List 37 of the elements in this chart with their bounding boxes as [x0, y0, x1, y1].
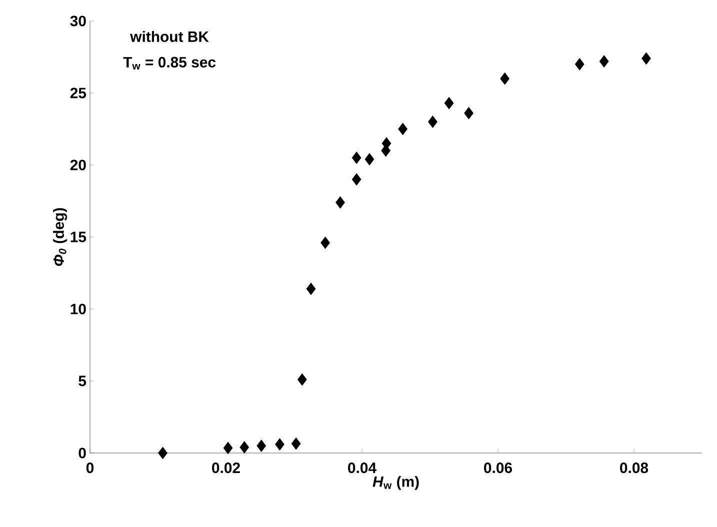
- x-tick-label: 0.08: [620, 462, 648, 474]
- point: [444, 96, 454, 110]
- x-tick-label: 0.04: [348, 462, 376, 474]
- annotation: without BK: [130, 30, 209, 42]
- y-tick-label: 0: [78, 448, 86, 458]
- y-tick-label: 20: [70, 160, 86, 170]
- y-tick-label: 10: [70, 304, 86, 314]
- point: [398, 122, 408, 136]
- point: [240, 441, 250, 454]
- point: [642, 52, 651, 65]
- point: [158, 446, 168, 460]
- y-tick-label: 5: [78, 376, 86, 386]
- point: [291, 437, 301, 450]
- point: [574, 58, 584, 70]
- text: Φ$_{0}$ (deg): [53, 208, 68, 266]
- point: [297, 373, 307, 386]
- point: [320, 236, 330, 249]
- x-tick-label: 0.02: [212, 462, 240, 474]
- point: [599, 55, 609, 68]
- point: [223, 442, 233, 454]
- point: [464, 106, 474, 120]
- y-tick-label: 30: [70, 16, 86, 26]
- annotation: T$_{w}$ = 0.85 sec: [123, 56, 216, 70]
- point: [428, 116, 438, 128]
- point: [256, 440, 266, 452]
- x-tick-label: 0.06: [484, 462, 512, 474]
- y-tick-label: 25: [70, 88, 86, 98]
- point: [275, 438, 284, 451]
- point: [364, 153, 374, 166]
- point: [352, 173, 362, 186]
- y-tick-label: 15: [70, 232, 86, 242]
- point: [336, 196, 345, 209]
- point: [352, 152, 362, 164]
- x-tick-label: 0: [86, 462, 94, 474]
- point: [500, 72, 510, 85]
- point: [306, 282, 316, 296]
- x-axis-title: H$_{w}$ (m): [372, 476, 419, 490]
